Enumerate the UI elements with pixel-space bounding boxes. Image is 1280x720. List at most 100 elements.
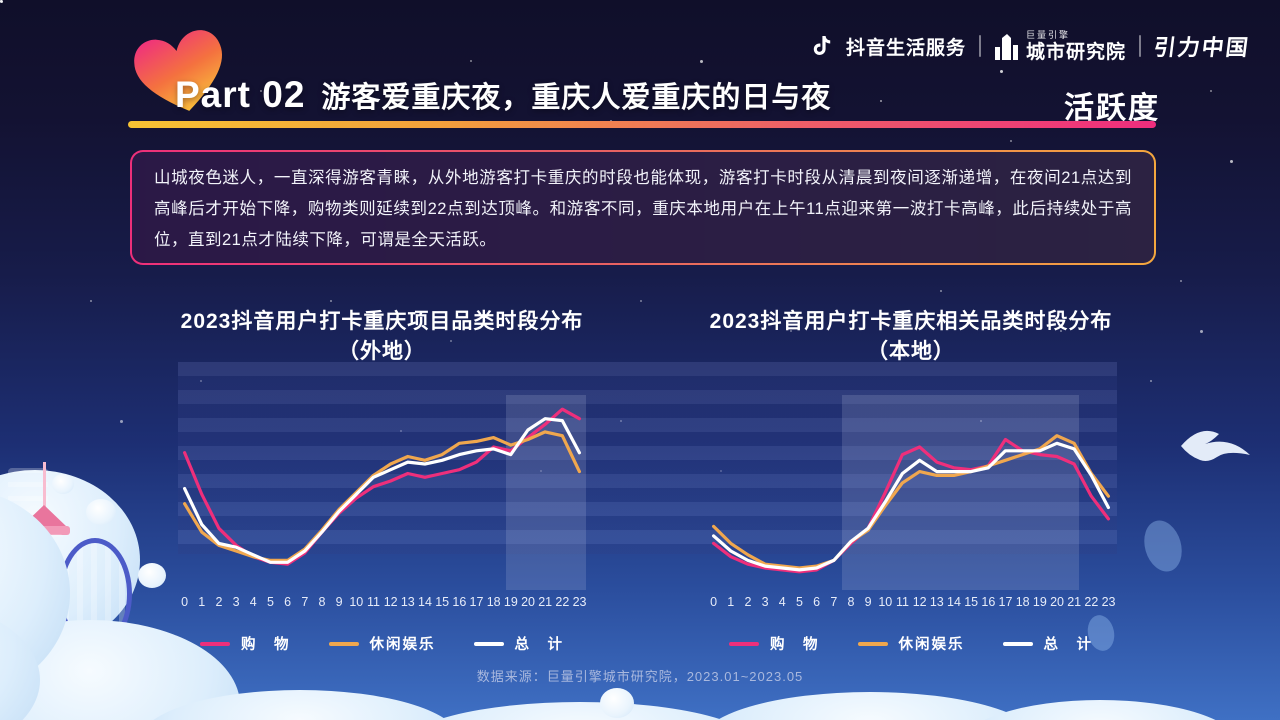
x-tick-label: 13 <box>929 595 944 609</box>
x-tick-label: 1 <box>727 595 735 609</box>
x-tick-label: 11 <box>895 595 909 609</box>
x-tick-label: 19 <box>503 595 518 609</box>
x-tick-label: 2 <box>744 595 752 609</box>
legend-swatch <box>729 641 759 646</box>
legend-label: 购 物 <box>241 637 291 653</box>
tower-spire <box>43 462 46 510</box>
legend-label: 总 计 <box>1043 637 1093 653</box>
x-tick-label: 7 <box>830 595 838 609</box>
summary-box: 山城夜色迷人，一直深得游客青睐，从外地游客打卡重庆的时段也能体现，游客打卡时段从… <box>130 150 1156 265</box>
legend-item: 总 计 <box>1002 633 1094 654</box>
data-source: 数据来源：巨量引擎城市研究院，2023.01~2023.05 <box>476 669 804 684</box>
logo-separator <box>1138 35 1141 57</box>
chart-title: 2023抖音用户打卡重庆项目品类时段分布（外地） <box>180 310 584 363</box>
cloud-puff <box>86 499 116 525</box>
x-tick-label: 18 <box>1015 595 1030 609</box>
legend-item: 总 计 <box>473 633 565 654</box>
x-tick-label: 20 <box>521 595 535 609</box>
chart-legend: 购 物 休闲娱乐 总 计 <box>688 633 1134 654</box>
legend-item: 购 物 <box>729 633 820 654</box>
x-tick-label: 16 <box>452 595 467 609</box>
x-tick-label: 13 <box>400 595 415 609</box>
cloud-puff <box>138 563 166 588</box>
series-line <box>183 407 581 566</box>
x-tick-label: 11 <box>366 595 380 609</box>
chart-legend: 购 物 休闲娱乐 总 计 <box>159 633 605 654</box>
city-building-icon <box>994 33 1018 60</box>
x-tick-label: 0 <box>710 595 718 609</box>
x-tick-label: 22 <box>1084 595 1099 609</box>
x-tick-label: 22 <box>555 595 570 609</box>
chart-nonlocal: 2023抖音用户打卡重庆项目品类时段分布（外地） 0 1 2 3 4 5 6 7 8 9 10 11 1… <box>159 305 605 654</box>
x-tick-label: 21 <box>538 595 553 609</box>
x-tick-label: 15 <box>435 595 450 609</box>
legend-item: 休闲娱乐 <box>857 633 965 654</box>
x-tick-label: 20 <box>1050 595 1064 609</box>
highlight-band <box>842 395 1080 590</box>
stars-large <box>0 0 3 3</box>
cloud-puff <box>52 474 74 494</box>
x-tick-label: 8 <box>847 595 855 609</box>
x-tick-label: 0 <box>181 595 189 609</box>
x-tick-label: 6 <box>284 595 292 609</box>
legend-label: 休闲娱乐 <box>898 637 965 653</box>
x-tick-label: 8 <box>318 595 326 609</box>
x-tick-label: 4 <box>778 595 786 609</box>
legend-swatch <box>328 641 359 646</box>
highlight-band <box>505 395 587 590</box>
x-tick-label: 2 <box>215 595 223 609</box>
x-tick-label: 12 <box>383 595 398 609</box>
blue-droplet <box>1138 516 1188 576</box>
engine-small-text: 巨量引擎 <box>1025 29 1070 40</box>
x-tick-label: 14 <box>947 595 961 609</box>
chart-local: 2023抖音用户打卡重庆相关品类时段分布（本地） 0 1 2 3 4 5 6 7 8 9 10 11 1… <box>688 305 1134 654</box>
x-tick-label: 10 <box>349 595 364 609</box>
x-tick-label: 14 <box>418 595 432 609</box>
x-tick-label: 19 <box>1032 595 1047 609</box>
series-line <box>712 437 1110 574</box>
activity-badge: 活跃度 <box>1064 92 1160 125</box>
x-tick-label: 23 <box>572 595 587 609</box>
x-tick-label: 15 <box>964 595 979 609</box>
bird-icon <box>1181 430 1250 461</box>
legend-swatch <box>200 641 230 646</box>
x-tick-label: 5 <box>795 595 803 609</box>
legend-label: 购 物 <box>770 637 820 653</box>
series-line <box>183 417 581 564</box>
x-tick-label: 3 <box>232 595 240 609</box>
line-series <box>183 407 581 566</box>
series-line <box>712 441 1110 572</box>
line-series <box>712 434 1110 574</box>
douyin-logo-text: 抖音生活服务 <box>845 37 966 59</box>
summary-text: 山城夜色迷人，一直深得游客青睐，从外地游客打卡重庆的时段也能体现，游客打卡时段从… <box>132 152 1154 263</box>
page-title: Part 02 游客爱重庆夜，重庆人爱重庆的日与夜 <box>175 74 831 116</box>
legend-item: 休闲娱乐 <box>328 633 436 654</box>
x-tick-label: 17 <box>469 595 484 609</box>
part-label: Part 02 <box>175 74 306 115</box>
section-title: 游客爱重庆夜，重庆人爱重庆的日与夜 <box>321 82 832 114</box>
series-line <box>712 434 1110 570</box>
logo-bar: 抖音生活服务 巨量引擎 城市研究院 引力中国 <box>809 29 1251 62</box>
x-tick-label: 21 <box>1067 595 1082 609</box>
chart-band-grid <box>178 362 1117 554</box>
engine-logo: 巨量引擎 城市研究院 <box>994 29 1126 62</box>
heart-icon <box>134 30 222 111</box>
x-tick-label: 23 <box>1101 595 1116 609</box>
legend-swatch <box>1002 641 1033 646</box>
x-tick-label: 4 <box>249 595 257 609</box>
x-axis-labels: 0 1 2 3 4 5 6 7 8 9 10 11 12 13 14 15 16 17 18 19 20 21 22 23 <box>176 595 588 609</box>
legend-swatch <box>857 641 888 646</box>
x-tick-label: 7 <box>301 595 309 609</box>
douyin-icon <box>813 36 831 55</box>
x-tick-label: 9 <box>335 595 343 609</box>
x-tick-label: 5 <box>266 595 274 609</box>
x-tick-label: 17 <box>998 595 1013 609</box>
x-tick-label: 1 <box>198 595 206 609</box>
x-tick-label: 6 <box>813 595 821 609</box>
series-line <box>183 430 581 562</box>
legend-label: 休闲娱乐 <box>369 637 436 653</box>
x-tick-label: 10 <box>878 595 893 609</box>
legend-label: 总 计 <box>514 637 564 653</box>
x-tick-label: 16 <box>981 595 996 609</box>
